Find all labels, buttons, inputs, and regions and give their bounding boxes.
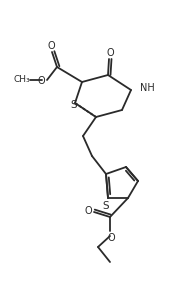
- Text: O: O: [37, 76, 45, 86]
- Text: S: S: [71, 100, 77, 110]
- Text: O: O: [84, 206, 92, 216]
- Text: O: O: [107, 233, 115, 243]
- Text: O: O: [47, 41, 55, 51]
- Text: S: S: [103, 201, 109, 211]
- Text: O: O: [106, 48, 114, 58]
- Text: CH₃: CH₃: [14, 75, 30, 85]
- Text: NH: NH: [140, 83, 155, 93]
